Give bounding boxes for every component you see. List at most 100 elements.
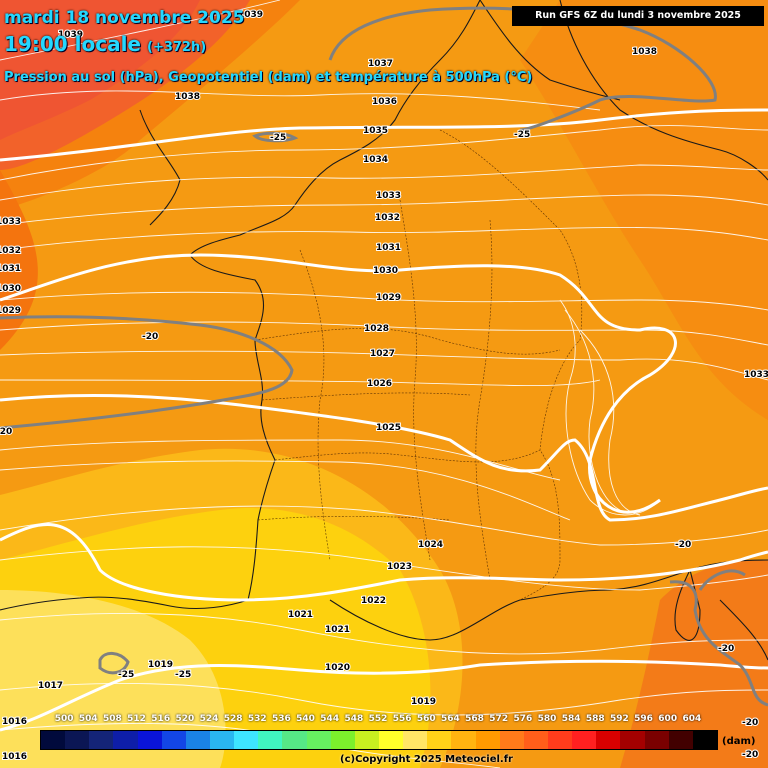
temperature-label: -20 [675, 540, 691, 550]
legend-swatch [523, 731, 548, 749]
temperature-label: -25 [514, 130, 530, 140]
legend-tick: 508 [103, 714, 122, 724]
legend-swatch [620, 731, 645, 749]
legend-tick: 540 [296, 714, 315, 724]
map-subtitle: Pression au sol (hPa), Geopotentiel (dam… [4, 70, 533, 85]
legend-swatch [161, 731, 186, 749]
legend-swatch [547, 731, 573, 749]
borders [254, 129, 583, 601]
isobar-label: 1024 [418, 540, 443, 550]
legend-tick: 528 [223, 714, 243, 724]
legend-swatch [282, 731, 307, 749]
temperature-label: -20 [742, 718, 758, 728]
legend-tick: 604 [682, 714, 702, 724]
isobar-label: 1022 [361, 596, 386, 606]
legend-swatch [89, 731, 114, 749]
legend-unit: (dam) [722, 736, 756, 747]
forecast-offset: (+372h) [147, 40, 207, 55]
legend-swatch [234, 731, 259, 749]
isobar-label: 1030 [373, 266, 398, 276]
legend-swatch [354, 731, 379, 749]
isobar-label: 1016 [2, 752, 27, 762]
legend-tick: 536 [272, 714, 291, 724]
legend-swatch [330, 731, 355, 749]
forecast-hour: 19:00 locale [4, 32, 141, 56]
legend-tick: 544 [320, 714, 340, 724]
legend-tick: 500 [54, 714, 74, 724]
isobar-label: 1036 [372, 97, 397, 107]
isobar-label: 1037 [368, 59, 393, 69]
geopotential-band-584 [0, 0, 200, 140]
legend-tick: 516 [151, 714, 171, 724]
isobar-label: 1032 [375, 213, 400, 223]
legend-tick: 600 [658, 714, 678, 724]
legend-swatch [185, 731, 210, 749]
run-info-box: Run GFS 6Z du lundi 3 novembre 2025 [512, 6, 764, 26]
isobar-label: 1027 [370, 349, 395, 359]
legend-swatch [137, 731, 162, 749]
isobar-label: 1033 [0, 217, 21, 227]
legend-tick: 580 [537, 714, 557, 724]
color-legend [40, 730, 718, 750]
legend-tick: 548 [344, 714, 364, 724]
isobar-label: 1033 [744, 370, 768, 380]
isobar-label: 1029 [376, 293, 401, 303]
legend-tick: 588 [585, 714, 605, 724]
temperature-label: -25 [118, 670, 134, 680]
legend-tick: 532 [247, 714, 267, 724]
isobar-label: 1020 [325, 663, 350, 673]
copyright: (c)Copyright 2025 Meteociel.fr [340, 754, 513, 765]
forecast-date: mardi 18 novembre 2025 [4, 8, 245, 28]
isobar-label: 1025 [376, 423, 401, 433]
isobar-label: 1032 [0, 246, 21, 256]
legend-swatch [499, 731, 524, 749]
isobar-label: 1031 [376, 243, 401, 253]
legend-swatch [427, 731, 452, 749]
isobar-label: 1017 [38, 681, 63, 691]
isobar-label: 1026 [367, 379, 392, 389]
isobar-label: 1021 [288, 610, 313, 620]
legend-swatch [644, 731, 669, 749]
legend-swatch [65, 731, 90, 749]
temperature-label: -20 [742, 750, 758, 760]
isobar-label: 1035 [363, 126, 388, 136]
forecast-time: 19:00 locale (+372h) [4, 32, 206, 56]
legend-tick: 520 [175, 714, 195, 724]
isobar-label: 1019 [148, 660, 173, 670]
legend-swatch [451, 731, 476, 749]
legend-swatch [113, 731, 138, 749]
isobar-label: 1038 [175, 92, 200, 102]
legend-tick: 572 [489, 714, 509, 724]
isobar-label: 1016 [2, 717, 27, 727]
geopotential-lines [0, 108, 768, 732]
isobar-label: 1028 [364, 324, 389, 334]
isobar-label: 1039 [238, 10, 263, 20]
legend-tick: 552 [368, 714, 388, 724]
legend-tick: 576 [513, 714, 533, 724]
legend-swatch [475, 731, 500, 749]
temperature-labels: -25 -25 -20 -20 -20 -20 -25 -25 -20 -20 [0, 129, 759, 761]
isobar-label: 1039 [58, 30, 83, 40]
legend-tick-labels: 500 504 508 512 516 520 524 528 532 536 540 544 548 5… [55, 714, 720, 726]
legend-tick: 556 [392, 714, 412, 724]
temperature-label: -20 [718, 644, 734, 654]
isobar-label: 1034 [363, 155, 388, 165]
legend-swatch [258, 731, 283, 749]
isobar-label: 1019 [411, 697, 436, 707]
isobar-label: 1038 [632, 47, 657, 57]
legend-tick: 564 [441, 714, 460, 724]
legend-tick: 512 [127, 714, 146, 724]
legend-tick: 584 [561, 714, 581, 724]
isobar-label: 1031 [0, 264, 21, 274]
legend-tick: 560 [416, 714, 436, 724]
legend-swatch [692, 731, 717, 749]
isobar-label: 1033 [376, 191, 401, 201]
geopotential-band-568-east [520, 0, 768, 420]
legend-swatch [596, 731, 621, 749]
temperature-lines [0, 6, 768, 707]
temperature-label: -25 [175, 670, 191, 680]
temperature-label: -20 [142, 332, 158, 342]
legend-swatch [209, 731, 235, 749]
legend-tick: 592 [610, 714, 629, 724]
